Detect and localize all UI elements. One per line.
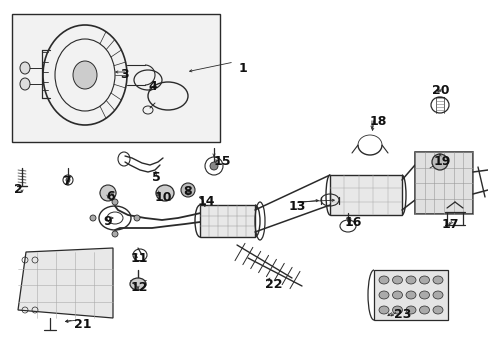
Ellipse shape [392, 306, 402, 314]
Ellipse shape [100, 185, 116, 201]
Ellipse shape [90, 215, 96, 221]
Ellipse shape [378, 291, 388, 299]
Ellipse shape [181, 183, 195, 197]
Ellipse shape [432, 306, 442, 314]
Bar [12, 14, 220, 142]
Ellipse shape [209, 162, 218, 170]
Text: 17: 17 [441, 218, 459, 231]
Text: 9: 9 [103, 215, 111, 228]
Ellipse shape [419, 276, 428, 284]
Text: 22: 22 [264, 278, 282, 291]
Text: 15: 15 [214, 155, 231, 168]
Ellipse shape [20, 78, 30, 90]
Ellipse shape [378, 276, 388, 284]
Text: 20: 20 [431, 84, 448, 97]
Ellipse shape [112, 231, 118, 237]
Text: 11: 11 [131, 252, 148, 265]
Text: 5: 5 [152, 171, 161, 184]
Ellipse shape [405, 276, 415, 284]
Text: 19: 19 [433, 155, 450, 168]
Ellipse shape [112, 199, 118, 205]
Bar [200, 205, 254, 237]
Text: 2: 2 [14, 183, 23, 196]
Ellipse shape [392, 276, 402, 284]
Text: 12: 12 [131, 281, 148, 294]
Text: 3: 3 [120, 68, 128, 81]
Text: 13: 13 [288, 200, 306, 213]
Text: 7: 7 [62, 175, 71, 188]
Text: 21: 21 [74, 318, 91, 331]
Text: 8: 8 [183, 185, 191, 198]
Ellipse shape [431, 154, 447, 170]
Text: 23: 23 [393, 308, 410, 321]
Ellipse shape [20, 62, 30, 74]
Text: 6: 6 [106, 190, 114, 203]
Ellipse shape [156, 185, 174, 201]
Text: 16: 16 [345, 216, 362, 229]
Ellipse shape [134, 215, 140, 221]
Bar [373, 270, 447, 320]
Text: 18: 18 [369, 115, 386, 128]
Text: 4: 4 [148, 80, 157, 93]
Ellipse shape [419, 291, 428, 299]
Bar [414, 152, 472, 214]
Ellipse shape [432, 276, 442, 284]
Ellipse shape [130, 278, 146, 290]
Ellipse shape [432, 291, 442, 299]
Ellipse shape [405, 291, 415, 299]
Ellipse shape [66, 178, 70, 182]
Ellipse shape [419, 306, 428, 314]
Text: 14: 14 [198, 195, 215, 208]
Bar [329, 175, 401, 215]
Polygon shape [18, 248, 113, 318]
Text: 10: 10 [155, 191, 172, 204]
Ellipse shape [73, 61, 97, 89]
Ellipse shape [392, 291, 402, 299]
Ellipse shape [378, 306, 388, 314]
Text: 1: 1 [239, 62, 247, 75]
Ellipse shape [405, 306, 415, 314]
